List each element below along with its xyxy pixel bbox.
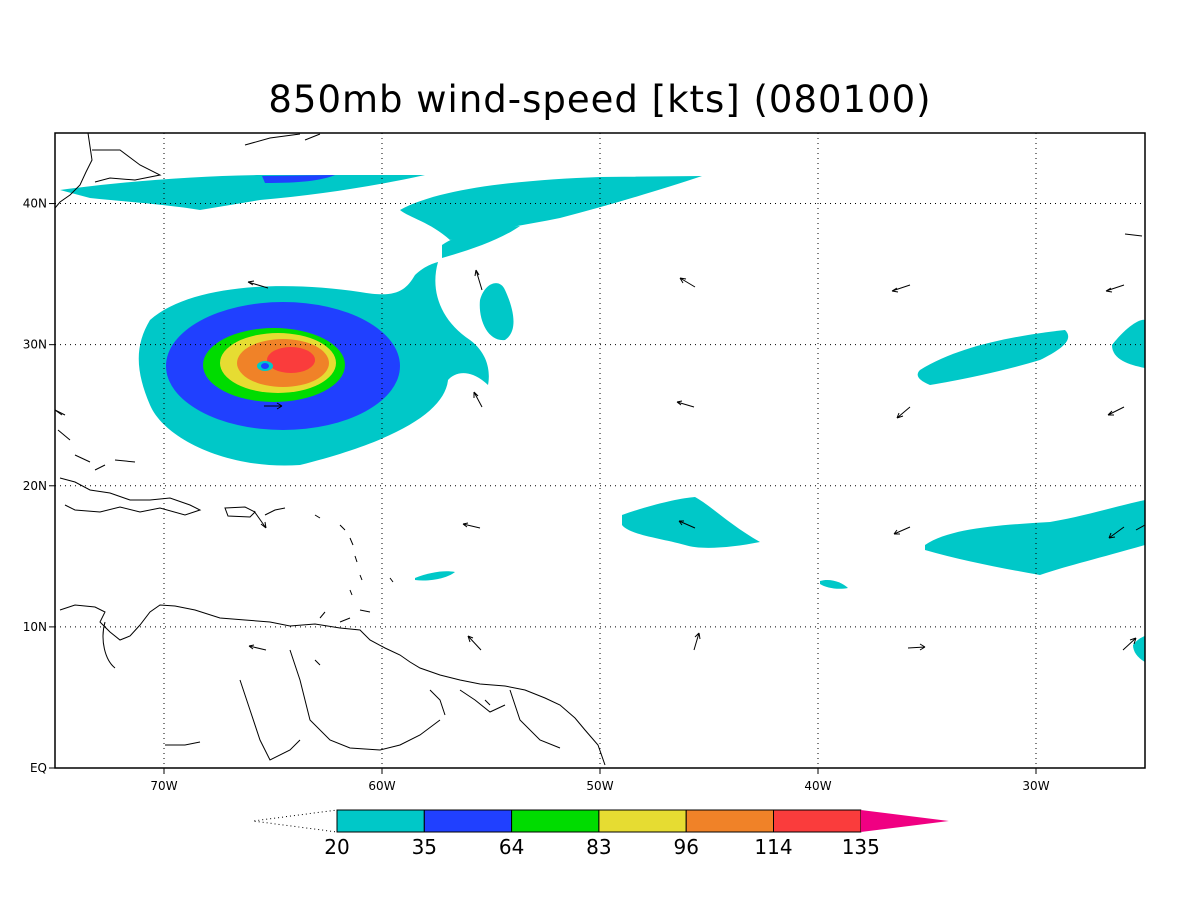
x-tick-label: 60W [368,779,395,793]
jet-core-shade [262,175,335,183]
y-tick-label: EQ [30,761,47,775]
x-tick-label: 70W [150,779,177,793]
blob-shade [925,500,1145,575]
blob-shade [622,497,760,548]
wind-arrow [1124,233,1143,237]
colorbar-below-triangle [252,809,338,833]
hurricane-eye [261,363,269,369]
wind-arrow [896,406,911,419]
wind-arrow [473,391,483,408]
y-tick-label: 20N [23,479,47,493]
lesser-antilles-coast [314,514,491,706]
jet-tail-shade [442,226,520,258]
blob-shade [917,330,1069,385]
wind-arrow [248,644,267,651]
wind-arrow [1107,406,1125,416]
wind-arrow [679,277,696,288]
colorbar-above-triangle [860,810,949,832]
blob-shade [415,571,455,581]
wind-arrow [1122,637,1137,651]
x-tick-label: 40W [804,779,831,793]
colorbar-label: 96 [673,835,698,859]
colorbar-swatch [773,809,862,833]
x-tick-label: 50W [586,779,613,793]
wind-arrow [474,269,483,291]
x-axis-labels: 70W 60W 50W 40W 30W [150,779,1049,793]
north-america-coast [55,133,321,209]
florida-bahamas-coast [55,409,136,471]
wind-arrow [462,522,481,529]
y-axis-labels: EQ 10N 20N 30N 40N [23,197,47,775]
wind-arrow [676,400,695,408]
gridlines [55,133,1145,768]
wind-speed-shading [60,175,1145,662]
south-america-coast [59,604,606,766]
hurricane-114kt-shade [267,347,315,373]
colorbar-swatch [511,809,600,833]
wind-arrow [247,280,269,289]
wind-arrow [54,409,66,416]
colorbar-swatch [598,809,687,833]
colorbar-swatch [336,809,425,833]
colorbar-label: 64 [499,835,524,859]
wind-vectors [54,233,1146,651]
wind-arrow [1135,524,1146,531]
map-title: 850mb wind-speed [kts] (080100) [268,78,932,121]
blob-shade [479,283,514,341]
wind-arrow [1108,526,1125,539]
coastlines [55,133,606,766]
greater-antilles-coast [59,477,286,518]
blob-shade [1112,319,1145,368]
y-tick-label: 30N [23,338,47,352]
colorbar-swatch [685,809,775,833]
wind-arrow [693,632,701,651]
wind-arrow [253,510,267,529]
colorbar-label: 35 [412,835,437,859]
jet-band-shade [60,175,425,210]
colorbar: 20 35 64 83 96 114 135 [252,809,949,859]
wind-arrow [891,284,911,293]
x-tick-label: 30W [1022,779,1049,793]
wind-arrow [907,643,926,651]
colorbar-label: 83 [586,835,611,859]
colorbar-label: 135 [842,835,880,859]
wind-arrow [678,520,696,529]
colorbar-label: 20 [324,835,349,859]
jet-band-east-shade [400,176,702,240]
axis-ticks [49,203,1037,774]
colorbar-swatch [423,809,513,833]
colorbar-label: 114 [754,835,792,859]
y-tick-label: 10N [23,620,47,634]
blob-shade [820,579,848,589]
wind-arrow [1105,284,1125,293]
y-tick-label: 40N [23,197,47,211]
wind-arrow [893,526,911,535]
blob-shade [1133,636,1145,662]
wind-arrow [467,635,482,651]
wind-arrow [264,402,283,410]
